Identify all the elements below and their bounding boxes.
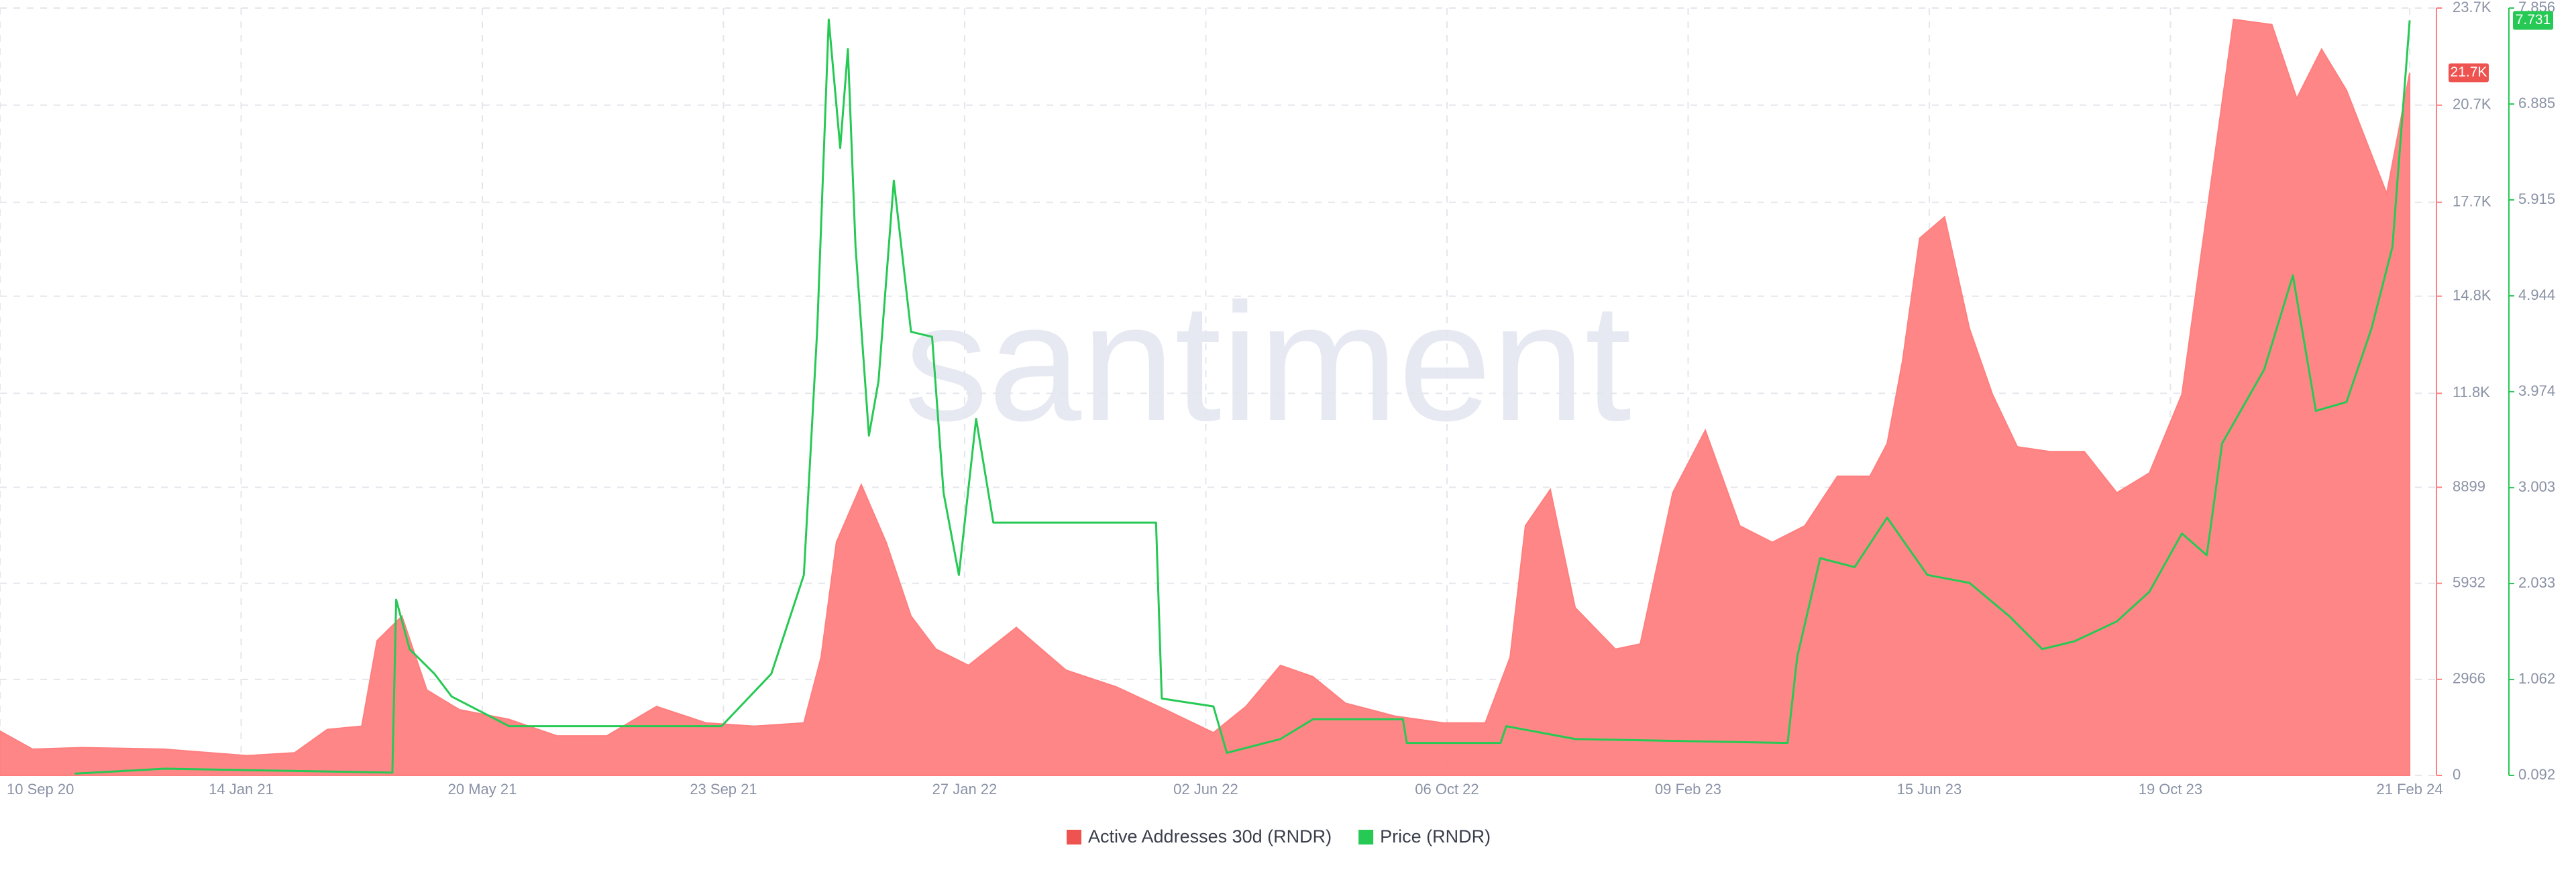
y-tick-label: 20.7K	[2453, 96, 2491, 113]
watermark: santiment	[904, 268, 1631, 455]
area	[0, 18, 2411, 776]
y-tick-label: 2966	[2453, 670, 2485, 687]
y-tick-label: 5932	[2453, 574, 2485, 590]
y2-tick-label: 5.915	[2518, 190, 2555, 207]
y-tick-label: 23.7K	[2453, 0, 2491, 15]
legend-label: Active Addresses 30d (RNDR)	[1088, 826, 1332, 847]
legend: Active Addresses 30d (RNDR) Price (RNDR)	[1067, 826, 1491, 847]
x-tick-label: 20 May 21	[448, 781, 517, 798]
y2-tick-label: 3.974	[2518, 382, 2555, 399]
x-tick-label: 21 Feb 24	[2377, 781, 2443, 798]
x-tick-label: 23 Sep 21	[690, 781, 757, 798]
y-tick-label: 8899	[2453, 478, 2485, 494]
legend-swatch	[1067, 830, 1081, 844]
end-label-box	[2513, 11, 2553, 30]
x-tick-label: 19 Oct 23	[2139, 781, 2202, 798]
line	[74, 18, 2411, 775]
x-tick-label: 02 Jun 22	[1173, 781, 1238, 798]
end-label: 7.731	[2516, 12, 2551, 28]
y-tick-label: 11.8K	[2453, 384, 2490, 400]
legend-swatch	[1358, 830, 1374, 844]
y-tick-label: 0	[2453, 766, 2461, 783]
x-tick-label: 10 Sep 20	[7, 781, 74, 798]
y-tick-label: 14.8K	[2453, 286, 2491, 303]
x-tick-label: 14 Jan 21	[209, 781, 274, 798]
y2-tick-label: 4.944	[2518, 286, 2555, 303]
x-tick-label: 09 Feb 23	[1655, 781, 1721, 798]
y2-tick-label: 6.885	[2518, 95, 2555, 111]
y2-tick-label: 2.033	[2518, 574, 2555, 591]
end-label-box	[2449, 63, 2489, 83]
y-tick-label: 17.7K	[2453, 193, 2491, 209]
y2-tick-label: 3.003	[2518, 478, 2555, 495]
legend-label: Price (RNDR)	[1380, 826, 1491, 847]
x-tick-label: 27 Jan 22	[932, 781, 998, 798]
y2-tick-label: 0.092	[2518, 766, 2555, 783]
end-label: 21.7K	[2451, 64, 2487, 80]
y2-tick-label: 1.062	[2518, 670, 2555, 687]
x-tick-label: 15 Jun 23	[1897, 781, 1962, 798]
x-tick-label: 06 Oct 22	[1415, 781, 1479, 798]
